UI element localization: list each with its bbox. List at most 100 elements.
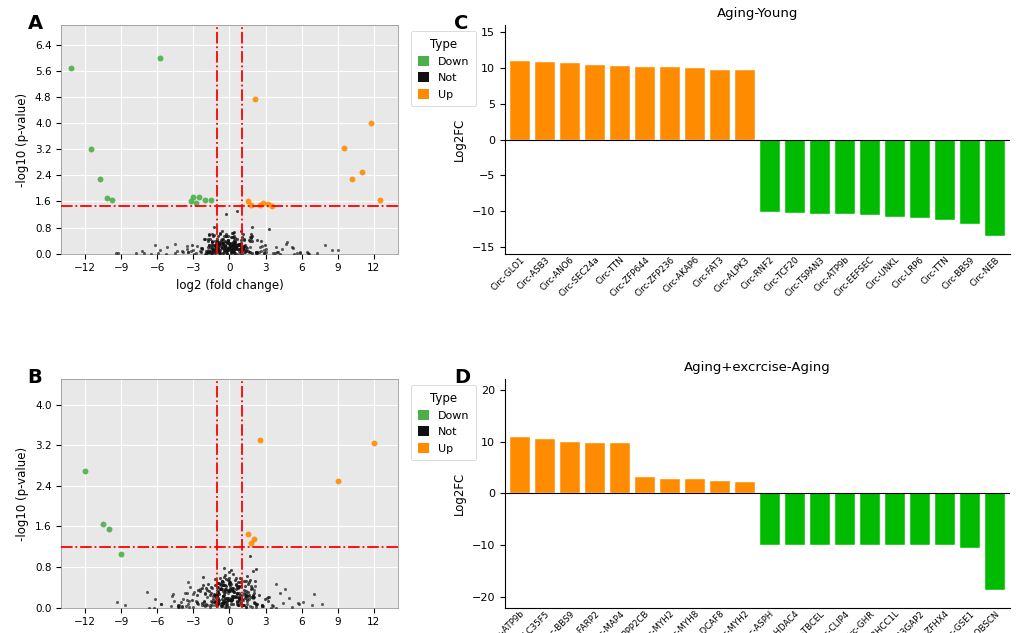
Point [242, 551, 258, 561]
Point [228, 597, 245, 607]
Point [215, 598, 231, 608]
Point [211, 248, 227, 258]
Point [101, 524, 117, 534]
Point [242, 575, 258, 586]
Point [221, 567, 237, 577]
Point [267, 242, 283, 252]
Point [243, 592, 259, 602]
Point [204, 240, 220, 250]
Legend: Down, Not, Up: Down, Not, Up [411, 31, 476, 106]
Point [237, 602, 254, 612]
Point [110, 248, 126, 258]
Point [224, 246, 240, 256]
Point [220, 245, 236, 255]
Point [225, 242, 242, 253]
Point [220, 575, 236, 586]
Point [218, 231, 234, 241]
Point [222, 579, 238, 589]
Point [174, 601, 191, 611]
Point [209, 578, 225, 588]
Point [170, 600, 186, 610]
Point [224, 568, 240, 579]
Point [229, 249, 246, 259]
Point [228, 234, 245, 244]
Point [209, 599, 225, 610]
Point [215, 239, 231, 249]
Point [237, 247, 254, 257]
Point [273, 244, 289, 254]
Point [230, 239, 247, 249]
Point [185, 589, 202, 599]
Legend: Down, Not, Up: Down, Not, Up [411, 385, 476, 460]
Point [240, 590, 257, 600]
Point [221, 239, 237, 249]
Point [201, 240, 217, 250]
Point [196, 599, 212, 610]
Point [206, 590, 222, 600]
Point [225, 592, 242, 603]
Point [218, 599, 234, 610]
Point [213, 237, 229, 247]
Point [221, 240, 237, 250]
Bar [809, 139, 828, 214]
Point [224, 594, 240, 604]
Point [300, 248, 316, 258]
Point [165, 589, 181, 599]
Point [324, 245, 340, 255]
Point [215, 596, 231, 606]
Point [236, 239, 253, 249]
Point [246, 534, 262, 544]
Point [240, 248, 257, 258]
Point [214, 237, 230, 247]
Point [205, 594, 221, 604]
Point [214, 248, 230, 258]
Point [224, 243, 240, 253]
Point [272, 249, 288, 259]
Point [280, 593, 297, 603]
Bar [510, 437, 529, 494]
Point [247, 598, 263, 608]
Point [223, 246, 239, 256]
Point [196, 596, 212, 606]
Point [208, 582, 224, 592]
Point [232, 235, 249, 245]
Point [224, 239, 240, 249]
Point [208, 234, 224, 244]
Point [195, 572, 211, 582]
Point [227, 239, 244, 249]
Point [235, 585, 252, 595]
Point [192, 246, 208, 256]
Point [249, 235, 265, 246]
Point [219, 586, 235, 596]
Point [153, 599, 169, 609]
Point [187, 596, 204, 606]
Bar [884, 139, 904, 216]
Point [224, 583, 240, 593]
Point [221, 573, 237, 583]
Point [218, 593, 234, 603]
Point [139, 587, 155, 597]
Point [227, 592, 244, 602]
Point [212, 579, 228, 589]
Point [207, 246, 223, 256]
Point [213, 601, 229, 611]
Point [221, 584, 237, 594]
Point [197, 195, 213, 205]
Point [194, 584, 210, 594]
Point [207, 244, 223, 254]
Point [212, 242, 228, 252]
Point [233, 232, 250, 242]
Point [220, 586, 236, 596]
Point [237, 590, 254, 600]
Point [304, 600, 320, 610]
Point [219, 601, 235, 611]
Point [201, 246, 217, 256]
Point [215, 234, 231, 244]
Bar [735, 482, 754, 494]
Point [228, 240, 245, 250]
Point [253, 235, 269, 246]
Point [176, 587, 193, 598]
Point [226, 244, 243, 254]
Bar [685, 68, 704, 139]
Point [170, 602, 186, 612]
